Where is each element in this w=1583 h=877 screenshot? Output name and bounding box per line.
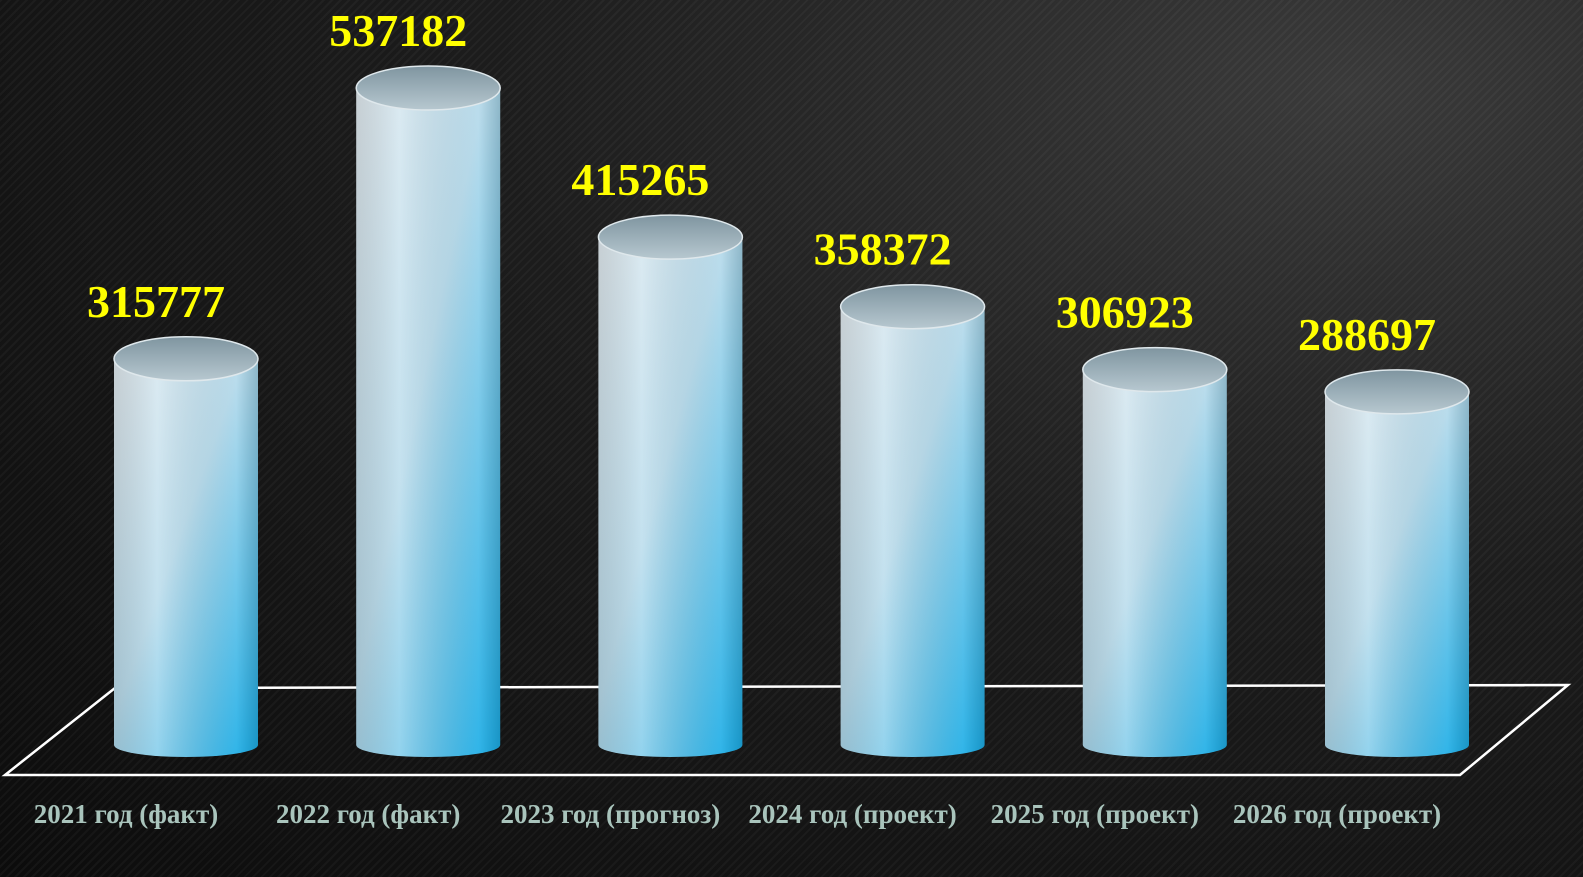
bar-top: [597, 214, 744, 260]
bar-top: [113, 336, 259, 382]
value-label: 537182: [329, 5, 467, 56]
value-label: 415265: [571, 154, 709, 205]
bar-shade: [1325, 391, 1469, 757]
bar-shade: [356, 88, 501, 757]
value-label: 358372: [814, 224, 952, 275]
floor: [1, 683, 1572, 777]
value-label: 306923: [1056, 287, 1194, 338]
bar-shade: [598, 237, 743, 758]
bar-top: [1082, 346, 1228, 393]
x-tick-label: 2024 год (проект): [748, 799, 957, 829]
bar-top: [355, 65, 501, 111]
x-tick-label: 2025 год (проект): [990, 799, 1199, 829]
bar-top: [1324, 369, 1470, 415]
value-label: 315777: [87, 276, 225, 327]
x-tick-label: 2026 год (проект): [1232, 799, 1442, 829]
x-tick-label: 2023 год (прогноз): [500, 799, 721, 829]
value-label: 288697: [1298, 309, 1436, 360]
bar-shade: [1082, 369, 1227, 757]
bar-shade: [840, 306, 985, 757]
x-tick-label: 2022 год (факт): [275, 799, 461, 829]
bar-top: [839, 283, 986, 330]
x-tick-label: 2021 год (факт): [33, 799, 219, 829]
bar-shade: [114, 358, 258, 757]
